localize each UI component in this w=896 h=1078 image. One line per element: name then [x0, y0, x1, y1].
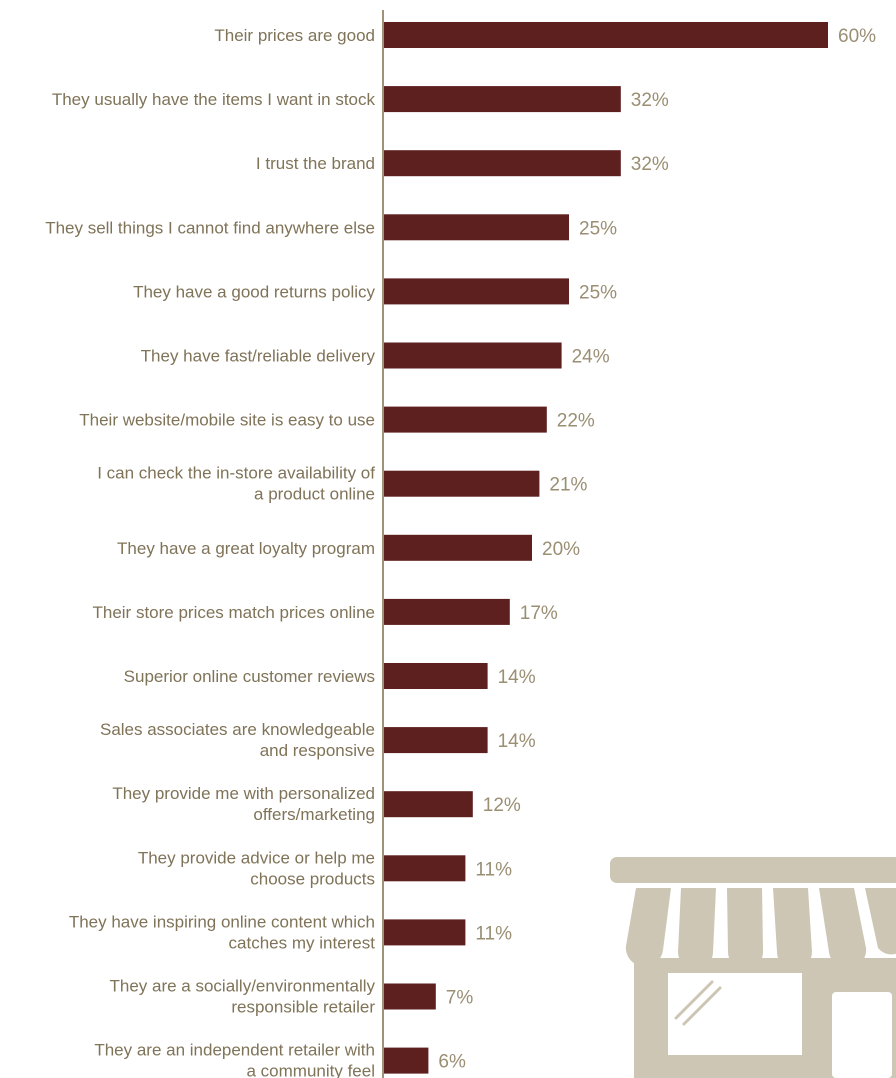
data-label: 11% [475, 923, 512, 944]
data-label: 14% [498, 667, 536, 688]
bar [384, 342, 562, 369]
bar [384, 470, 540, 497]
bar [384, 22, 828, 48]
category-label: I can check the in-store availability of… [97, 464, 375, 504]
data-label: 24% [572, 347, 610, 368]
category-label: Their prices are good [214, 26, 375, 45]
bar [384, 278, 569, 305]
category-label: I trust the brand [256, 154, 375, 173]
bar [384, 1047, 429, 1074]
category-label: Superior online customer reviews [124, 667, 375, 686]
bar [384, 598, 510, 625]
data-label: 25% [579, 218, 617, 239]
data-label: 12% [483, 795, 521, 816]
data-label: 21% [549, 475, 587, 496]
category-label: Their store prices match prices online [92, 603, 375, 622]
bar [384, 663, 488, 689]
category-label: Their website/mobile site is easy to use [79, 411, 375, 430]
data-label: 60% [838, 26, 876, 47]
category-label: They have inspiring online content which… [69, 912, 375, 952]
category-label: They are an independent retailer with a c… [94, 1041, 375, 1078]
bar [384, 919, 466, 946]
bar [384, 855, 466, 882]
category-label: They have a great loyalty program [117, 539, 375, 558]
bar [384, 406, 547, 433]
category-label: They are a socially/environmentally respo… [109, 977, 375, 1017]
bar [384, 727, 488, 754]
bar [384, 534, 532, 561]
category-label: They sell things I cannot find anywhere … [45, 218, 375, 237]
data-label: 14% [498, 731, 536, 752]
data-label: 7% [446, 988, 474, 1009]
data-label: 20% [542, 539, 580, 560]
category-label: They have a good returns policy [133, 282, 375, 301]
category-label: They provide me with personalized offers/… [112, 784, 375, 824]
data-label: 6% [438, 1052, 466, 1073]
category-label: Sales associates are knowledgeable and re… [100, 720, 375, 760]
category-label: They have fast/reliable delivery [141, 347, 376, 366]
data-label: 22% [557, 411, 595, 432]
data-label: 17% [520, 603, 558, 624]
data-label: 25% [579, 282, 617, 303]
bar [384, 150, 621, 177]
data-label: 32% [631, 90, 669, 111]
bar [384, 214, 569, 241]
bar [384, 791, 473, 818]
data-label: 11% [475, 859, 512, 880]
category-label: They provide advice or help me choose pro… [138, 848, 375, 888]
category-label: They usually have the items I want in st… [52, 90, 376, 109]
bar [384, 983, 436, 1010]
bar [384, 86, 621, 113]
data-label: 32% [631, 154, 669, 175]
